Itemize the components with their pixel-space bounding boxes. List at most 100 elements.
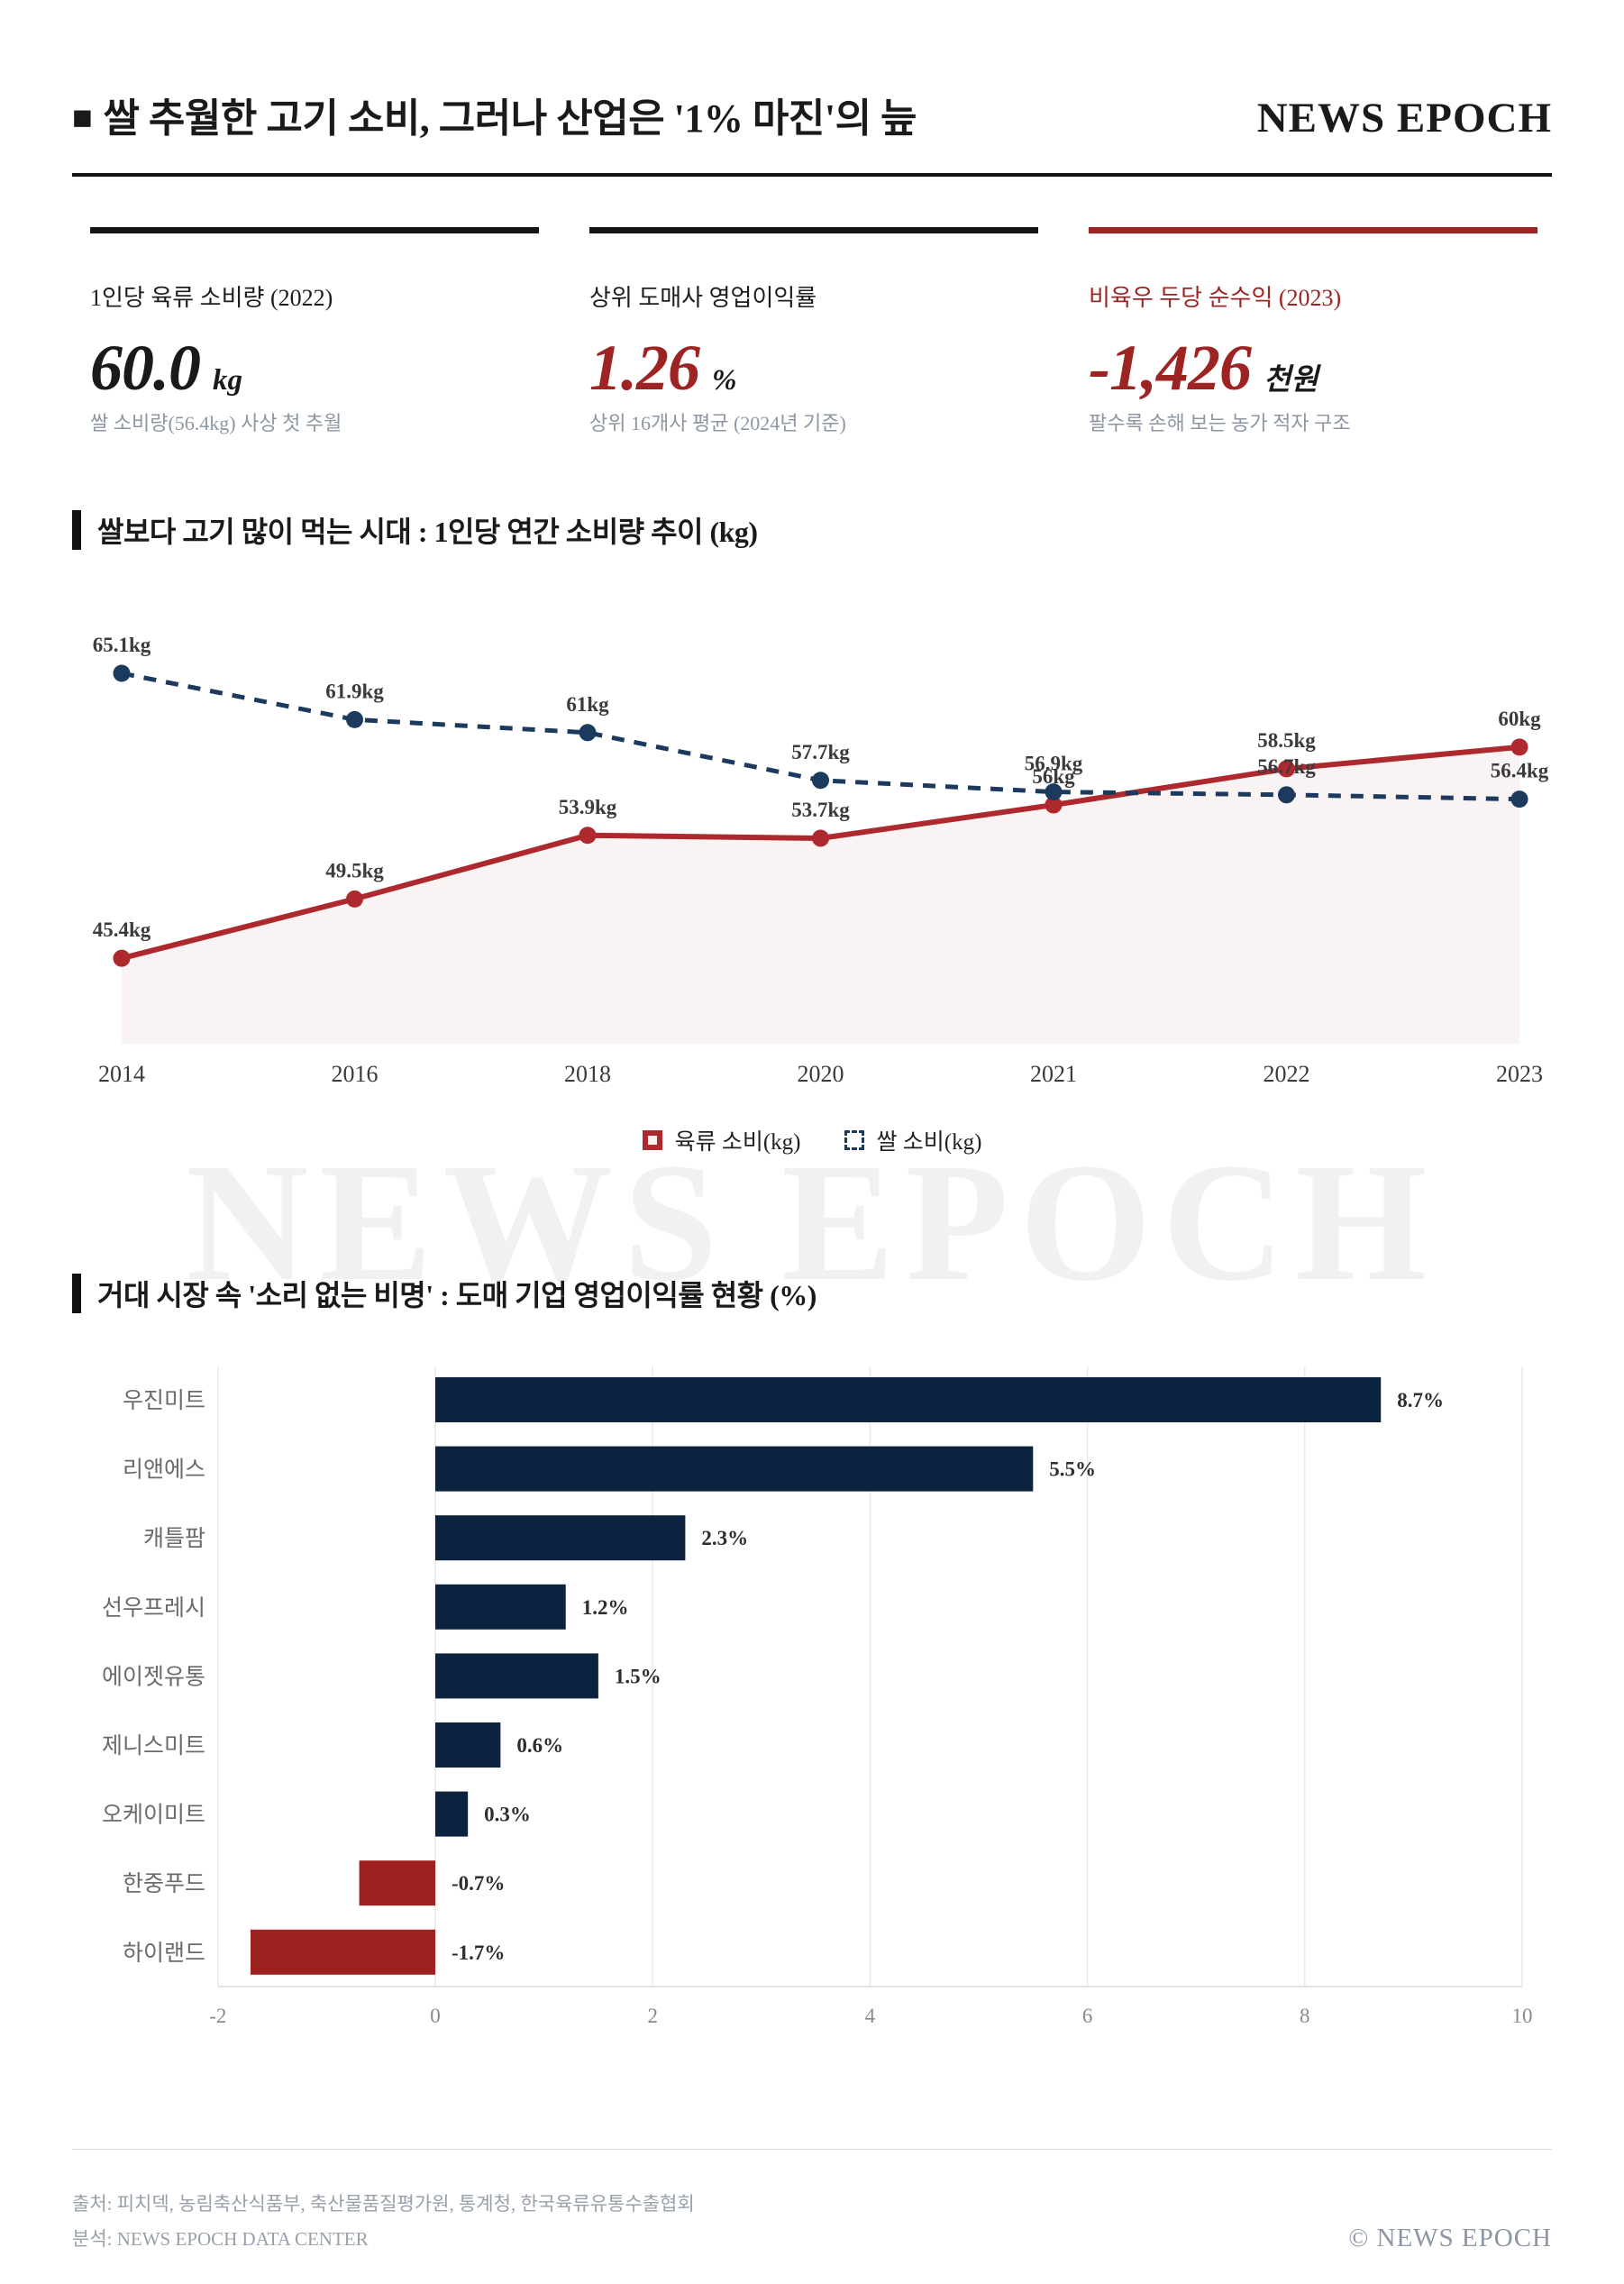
stat-card: 비육우 두당 순수익 (2023) -1,426 천원 팔수록 손해 보는 농가…: [1089, 227, 1537, 437]
stat-value: -1,426: [1089, 332, 1252, 405]
stat-accent-bar: [90, 227, 539, 233]
x-axis-label: 2021: [1030, 1061, 1077, 1087]
legend-label: 육류 소비(kg): [674, 1130, 801, 1155]
bar-category-label: 오케이미트: [102, 1803, 205, 1828]
line-point: [1278, 760, 1295, 778]
bar: [250, 1929, 435, 1975]
legend-item-rice: 쌀 소비(kg): [844, 1124, 982, 1156]
stat-unit: kg: [213, 364, 242, 397]
bar-chart: 우진미트 8.7% 리앤에스 5.5% 캐틀팜 2.3% 선우프레시 1.2% 에이젯유통 1.5…: [102, 1366, 1533, 2027]
bar-category-label: 제니스미트: [102, 1733, 205, 1759]
bar-category-label: 에이젯유통: [102, 1664, 205, 1689]
x-axis-label: 2014: [98, 1061, 145, 1087]
footer-copyright: © NEWS EPOCH: [1348, 2223, 1552, 2252]
stat-unit: %: [712, 364, 737, 397]
section1-title-text: 쌀보다 고기 많이 먹는 시대 : 1인당 연간 소비량 추이 (kg): [97, 516, 758, 548]
watermark-text: NEWS EPOCH: [186, 1128, 1438, 1316]
section1-title: 쌀보다 고기 많이 먹는 시대 : 1인당 연간 소비량 추이 (kg): [72, 509, 758, 551]
x-axis-label: 2023: [1496, 1061, 1543, 1087]
stat-value: 1.26: [589, 332, 700, 405]
header-divider: [72, 173, 1552, 177]
legend-label: 쌀 소비(kg): [876, 1130, 982, 1155]
x-axis-label: 2018: [564, 1061, 611, 1087]
stat-value: 60.0: [90, 332, 201, 405]
stat-unit: 천원: [1263, 364, 1318, 397]
x-axis-label: 2022: [1264, 1061, 1310, 1087]
footer-analysis: 분석: NEWS EPOCH DATA CENTER: [72, 2227, 369, 2250]
point-label: 65.1kg: [93, 634, 151, 656]
x-axis-label: 2016: [332, 1061, 379, 1087]
line-point: [812, 829, 829, 847]
line-point: [1278, 786, 1295, 804]
stat-label: 1인당 육류 소비량 (2022): [90, 285, 333, 311]
stat-subtitle: 쌀 소비량(56.4kg) 사상 첫 추월: [90, 412, 342, 435]
bar-value-label: 1.5%: [615, 1665, 661, 1687]
line-chart: 45.4kg 49.5kg 53.9kg 53.7kg 56kg 58.5kg 60kg 65…: [93, 634, 1549, 1087]
section2-title-text: 거대 시장 속 '소리 없는 비명' : 도매 기업 영업이익률 현황 (%): [97, 1279, 817, 1311]
line-chart-legend: 육류 소비(kg) 쌀 소비(kg): [0, 1124, 1624, 1156]
section-marker: [72, 510, 81, 550]
bar-category-label: 리앤에스: [123, 1457, 205, 1483]
bar: [435, 1515, 686, 1561]
point-label: 58.5kg: [1257, 729, 1316, 752]
x-axis-label: 2020: [798, 1061, 844, 1087]
line-point: [579, 724, 597, 742]
point-label: 56kg: [1032, 765, 1075, 788]
line-point: [579, 827, 597, 845]
point-label: 56.9kg: [1025, 753, 1083, 775]
bar-category-label: 캐틀팜: [143, 1526, 205, 1551]
page-title-text: 쌀 추월한 고기 소비, 그러나 산업은 '1% 마진'의 늪: [103, 96, 917, 141]
bar-value-label: 8.7%: [1397, 1389, 1444, 1412]
point-label: 57.7kg: [791, 741, 850, 763]
point-label: 61.9kg: [325, 680, 384, 702]
stat-accent-bar: [1089, 227, 1537, 233]
bar: [435, 1377, 1382, 1422]
line-point: [1510, 738, 1528, 756]
stat-label: 비육우 두당 순수익 (2023): [1089, 285, 1342, 311]
bar: [435, 1722, 501, 1768]
section2-title: 거대 시장 속 '소리 없는 비명' : 도매 기업 영업이익률 현황 (%): [72, 1273, 817, 1314]
bar-value-label: 0.6%: [516, 1734, 563, 1757]
x-tick-label: 2: [647, 2005, 658, 2027]
bar-category-label: 하이랜드: [123, 1941, 205, 1966]
point-label: 56.4kg: [1491, 760, 1549, 782]
x-tick-label: 8: [1300, 2005, 1310, 2027]
legend-item-meat: 육류 소비(kg): [642, 1124, 801, 1156]
bar-value-label: 0.3%: [484, 1804, 531, 1826]
point-label: 49.5kg: [325, 859, 384, 882]
line-point: [1510, 790, 1528, 809]
stat-card: 상위 도매사 영업이익률 1.26 % 상위 16개사 평균 (2024년 기준…: [589, 227, 1038, 437]
line-point: [346, 710, 363, 728]
bar-category-label: 우진미트: [123, 1388, 205, 1413]
line-point: [812, 772, 829, 790]
page-title: ■ 쌀 추월한 고기 소비, 그러나 산업은 '1% 마진'의 늪: [72, 96, 917, 143]
line-point: [113, 664, 131, 682]
stat-cards-row: 1인당 육류 소비량 (2022) 60.0 kg 쌀 소비량(56.4kg) …: [90, 227, 1537, 437]
stat-subtitle: 팔수록 손해 보는 농가 적자 구조: [1089, 412, 1351, 435]
stat-accent-bar: [589, 227, 1038, 233]
bar: [435, 1791, 469, 1837]
header: ■ 쌀 추월한 고기 소비, 그러나 산업은 '1% 마진'의 늪 NEWS EP…: [72, 95, 1552, 143]
footer-divider: [72, 2149, 1552, 2150]
point-label: 60kg: [1498, 708, 1541, 730]
brand-logo: NEWS EPOCH: [1256, 95, 1552, 142]
rice-series-swatch-icon: [844, 1130, 864, 1150]
stat-subtitle: 상위 16개사 평균 (2024년 기준): [589, 412, 846, 435]
line-point: [1045, 783, 1063, 801]
point-label: 53.9kg: [559, 796, 617, 818]
line-point: [1045, 796, 1063, 814]
x-tick-label: 4: [865, 2005, 876, 2027]
x-tick-label: 0: [430, 2005, 441, 2027]
x-tick-label: 10: [1512, 2005, 1533, 2027]
bar: [359, 1860, 435, 1906]
point-label: 53.7kg: [791, 799, 850, 821]
footer-source: 출처: 피치덱, 농림축산식품부, 축산물품질평가원, 통계청, 한국육류유통수…: [72, 2193, 695, 2215]
bar-value-label: -0.7%: [452, 1872, 505, 1895]
stat-label: 상위 도매사 영업이익률: [589, 285, 817, 311]
bar-category-label: 한중푸드: [123, 1872, 205, 1896]
bar-value-label: 1.2%: [582, 1596, 629, 1619]
line-point: [346, 890, 363, 908]
point-label: 45.4kg: [93, 918, 151, 941]
bar: [435, 1446, 1034, 1492]
